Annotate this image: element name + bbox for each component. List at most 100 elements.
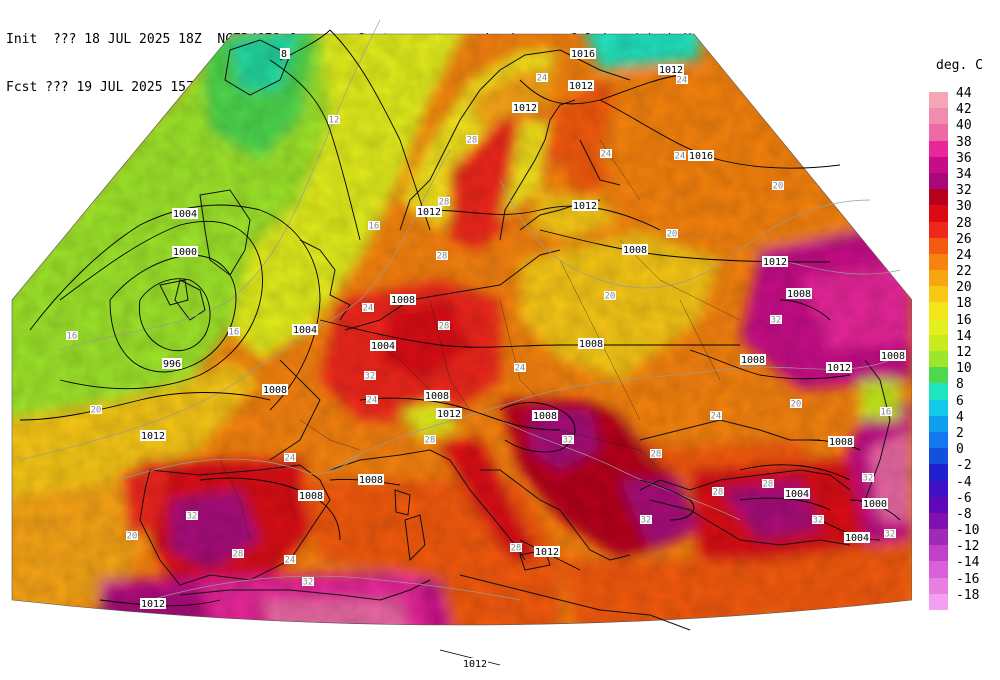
legend-entry: 26 [929, 232, 999, 254]
legend-label: -16 [956, 571, 980, 587]
svg-text:1004: 1004 [785, 489, 809, 500]
legend-label: -8 [956, 506, 972, 522]
legend-entry: 36 [929, 151, 999, 173]
isobar-label: 1012 [568, 80, 594, 92]
svg-text:1012: 1012 [141, 599, 165, 610]
legend-entry: 38 [929, 135, 999, 157]
legend-label: -6 [956, 490, 972, 506]
legend-swatch [929, 399, 948, 416]
country-borders [219, 139, 741, 541]
temperature-label: 32 [302, 577, 314, 588]
legend-entry: 32 [929, 183, 999, 206]
svg-text:1008: 1008 [391, 295, 415, 306]
svg-text:1012: 1012 [513, 103, 537, 114]
svg-text:1000: 1000 [863, 499, 887, 510]
legend-swatch [929, 496, 948, 513]
legend-swatch [929, 464, 948, 481]
svg-text:1008: 1008 [359, 475, 383, 486]
temperature-label: 32 [186, 511, 198, 522]
legend-entry: 14 [929, 329, 999, 351]
temperature-label: 24 [536, 73, 548, 84]
svg-text:12: 12 [329, 116, 340, 126]
isobar-label: 1000 [862, 498, 888, 510]
temperature-label: 16 [66, 331, 78, 342]
legend-swatch [929, 108, 948, 125]
svg-text:20: 20 [791, 400, 802, 410]
svg-text:1012: 1012 [437, 409, 461, 420]
legend-label: 0 [956, 442, 964, 458]
isobar-label: 1008 [390, 294, 416, 306]
legend-swatch [929, 529, 948, 546]
legend-swatch [929, 253, 948, 271]
svg-text:24: 24 [711, 412, 722, 422]
legend-swatch [929, 480, 948, 497]
svg-text:28: 28 [763, 480, 774, 490]
svg-text:1012: 1012 [573, 201, 597, 212]
svg-text:28: 28 [467, 136, 478, 146]
isobar-label: 1012 [512, 102, 538, 114]
legend-entry: 6 [929, 394, 999, 416]
legend-entry: 0 [929, 442, 999, 465]
temperature-label: 28 [650, 449, 662, 460]
isobar-label: 1012 [534, 546, 560, 558]
svg-text:1004: 1004 [371, 341, 395, 352]
svg-text:24: 24 [363, 304, 374, 314]
temperature-label: 32 [812, 515, 824, 526]
temperature-label: 32 [884, 529, 896, 540]
legend-label: -18 [956, 587, 980, 603]
legend-label: 32 [956, 183, 972, 199]
isobar-label: 1012 [140, 598, 166, 610]
legend-entry: 30 [929, 199, 999, 222]
isobar-label: 1008 [358, 474, 384, 486]
legend-label: 16 [956, 312, 972, 328]
svg-text:1012: 1012 [417, 207, 441, 218]
legend-label: 26 [956, 231, 972, 247]
temperature-label: 24 [600, 149, 612, 160]
svg-text:24: 24 [285, 454, 296, 464]
legend-entry: -12 [929, 539, 999, 562]
temperature-label: 24 [362, 303, 374, 314]
temperature-map: 8 1016 1012 1012 1012 1016 1012 1004 100… [11, 19, 912, 670]
legend-entry: -14 [929, 555, 999, 578]
legend-swatch [929, 124, 948, 141]
temperature-label: 16 [368, 221, 380, 232]
temperature-label: 24 [366, 395, 378, 406]
legend-label: 6 [956, 393, 964, 409]
temperature-label: 20 [790, 399, 802, 410]
isobar-label: 1008 [786, 288, 812, 300]
svg-text:1012: 1012 [827, 363, 851, 374]
legend-entry: 20 [929, 280, 999, 303]
svg-text:1008: 1008 [263, 385, 287, 396]
isobar-label: 1008 [622, 244, 648, 256]
svg-text:20: 20 [667, 230, 678, 240]
isobar-label: 1004 [784, 488, 810, 500]
legend-entry: -6 [929, 491, 999, 513]
legend-swatch [929, 172, 948, 190]
temperature-label: 24 [676, 75, 688, 86]
legend-label: 12 [956, 345, 972, 360]
isobar-label: 1008 [262, 384, 288, 396]
legend-label: -4 [956, 474, 972, 490]
legend-label: -10 [956, 523, 980, 539]
isobar-label: 1012 [658, 64, 684, 76]
isobar-label: 1004 [292, 324, 318, 336]
svg-text:1008: 1008 [623, 245, 647, 256]
svg-text:1012: 1012 [535, 547, 559, 558]
svg-text:24: 24 [285, 556, 296, 566]
svg-text:16: 16 [369, 222, 380, 232]
svg-text:32: 32 [187, 512, 198, 522]
isobar-label: 1000 [172, 246, 198, 258]
svg-text:1008: 1008 [425, 391, 449, 402]
svg-text:1004: 1004 [293, 325, 317, 336]
temperature-label: 28 [438, 197, 450, 208]
temperature-label: 28 [232, 549, 244, 560]
svg-text:1016: 1016 [571, 49, 595, 60]
svg-text:1008: 1008 [533, 411, 557, 422]
legend-entry: 24 [929, 248, 999, 271]
temperature-label: 16 [880, 407, 892, 418]
svg-text:32: 32 [563, 436, 574, 446]
temperature-label: 28 [438, 321, 450, 332]
svg-text:32: 32 [813, 516, 824, 526]
isobar-label: 1012 [140, 430, 166, 442]
legend-label: 30 [956, 199, 972, 215]
